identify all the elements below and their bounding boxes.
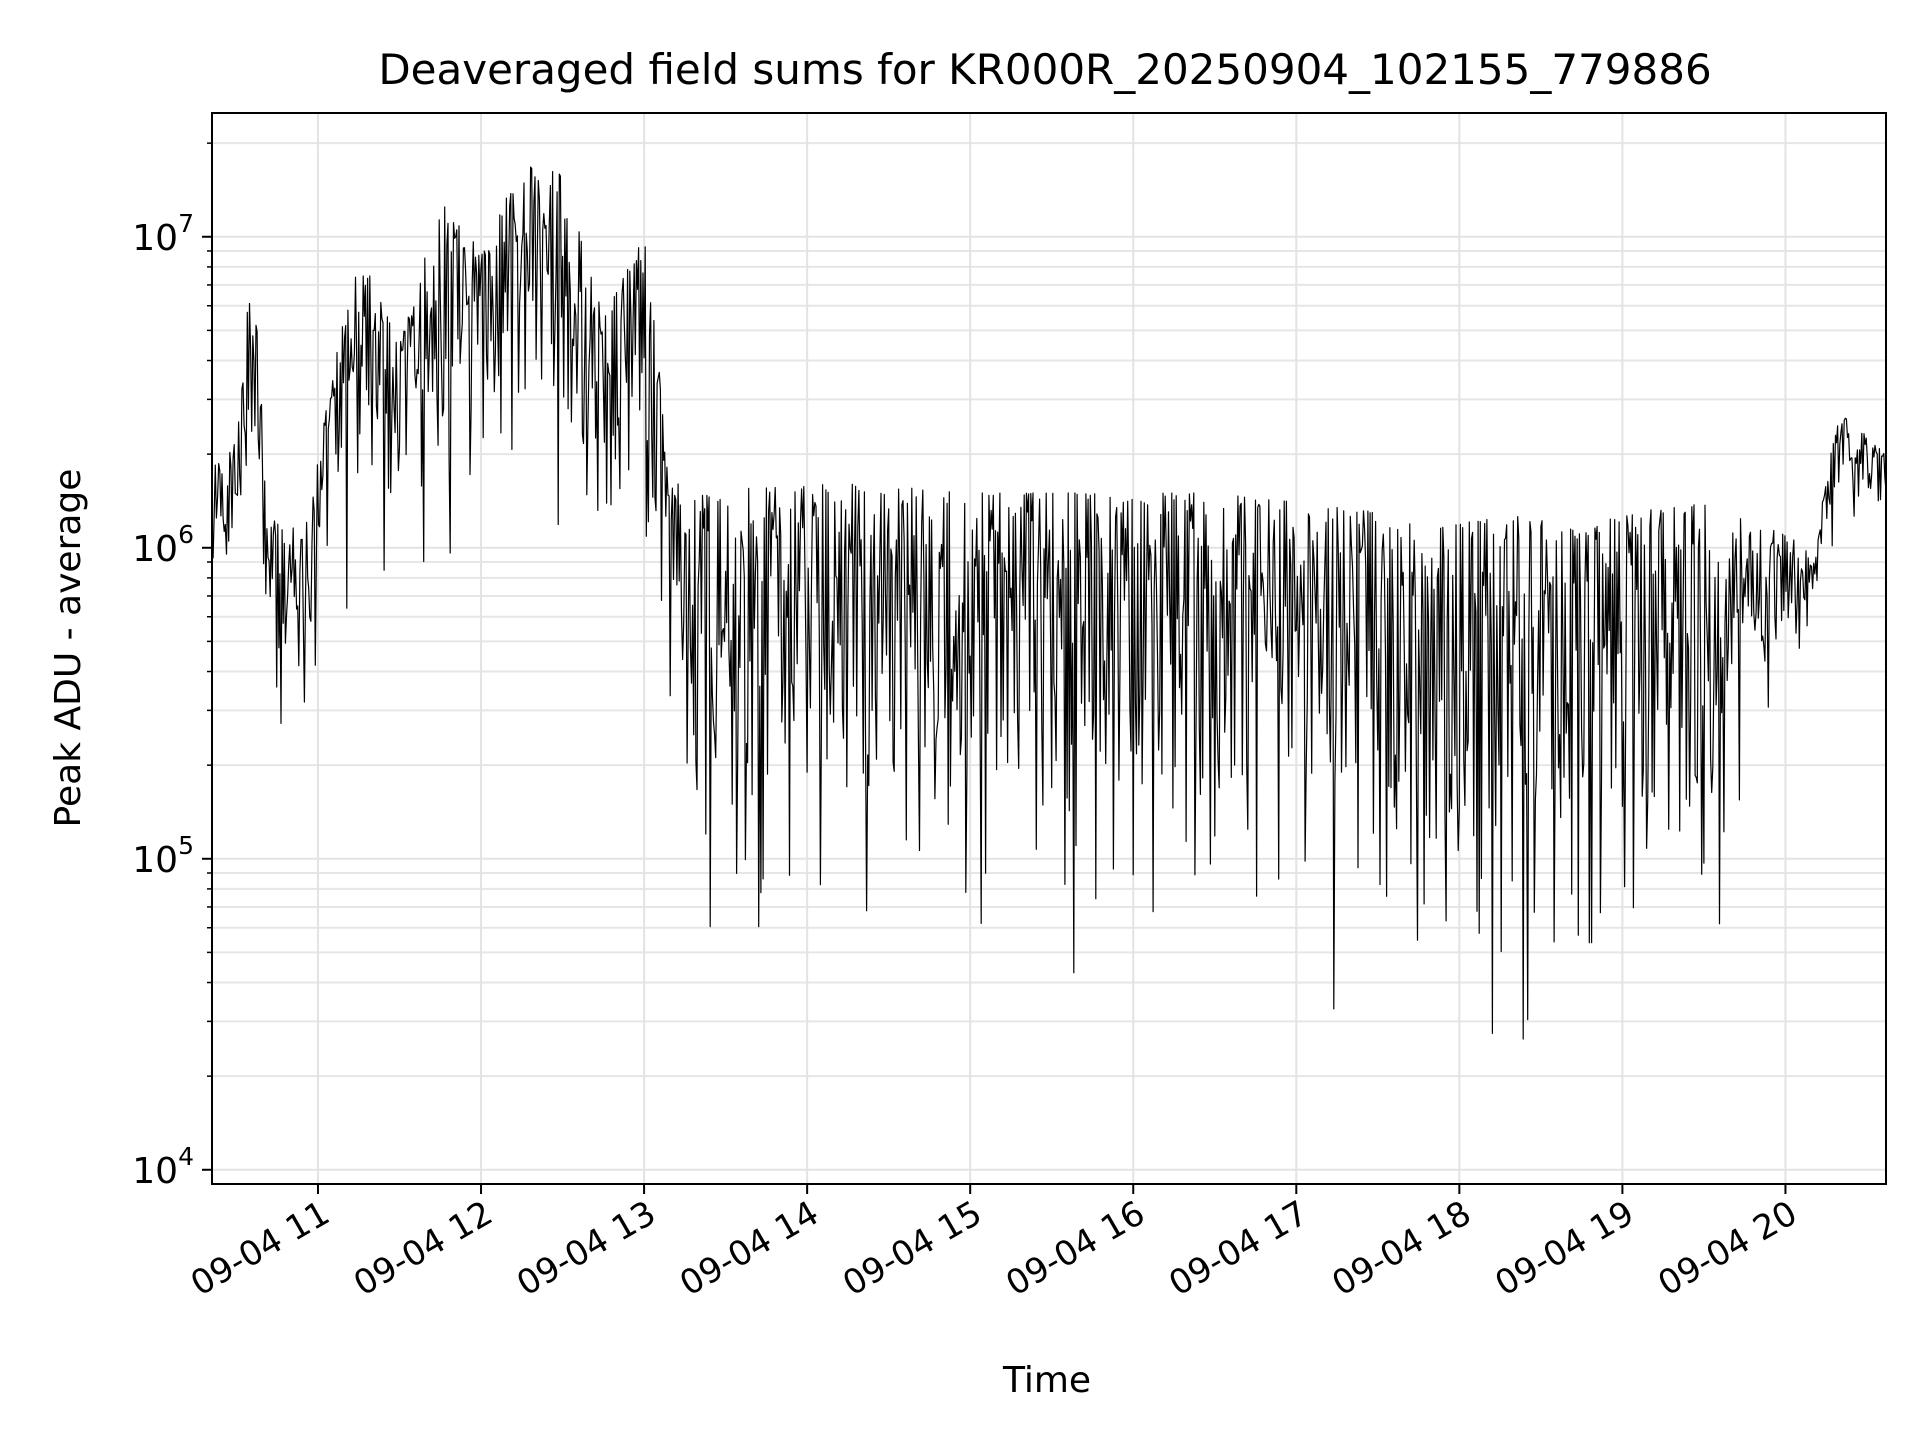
series-trace xyxy=(211,166,1887,1040)
y-tick-label: 107 xyxy=(132,209,194,259)
plot-frame xyxy=(211,112,1887,1185)
data-series-line xyxy=(211,166,1887,1040)
x-axis-label: Time xyxy=(1002,1360,1091,1401)
chart-title: Deaveraged field sums for KR000R_2025090… xyxy=(378,45,1711,94)
y-tick-label: 105 xyxy=(132,831,194,881)
y-tick-label: 106 xyxy=(132,520,194,570)
y-axis: 104 105 106 107 xyxy=(132,142,212,1192)
y-tick-label: 104 xyxy=(132,1142,194,1192)
y-axis-label: Peak ADU - average xyxy=(48,469,89,828)
